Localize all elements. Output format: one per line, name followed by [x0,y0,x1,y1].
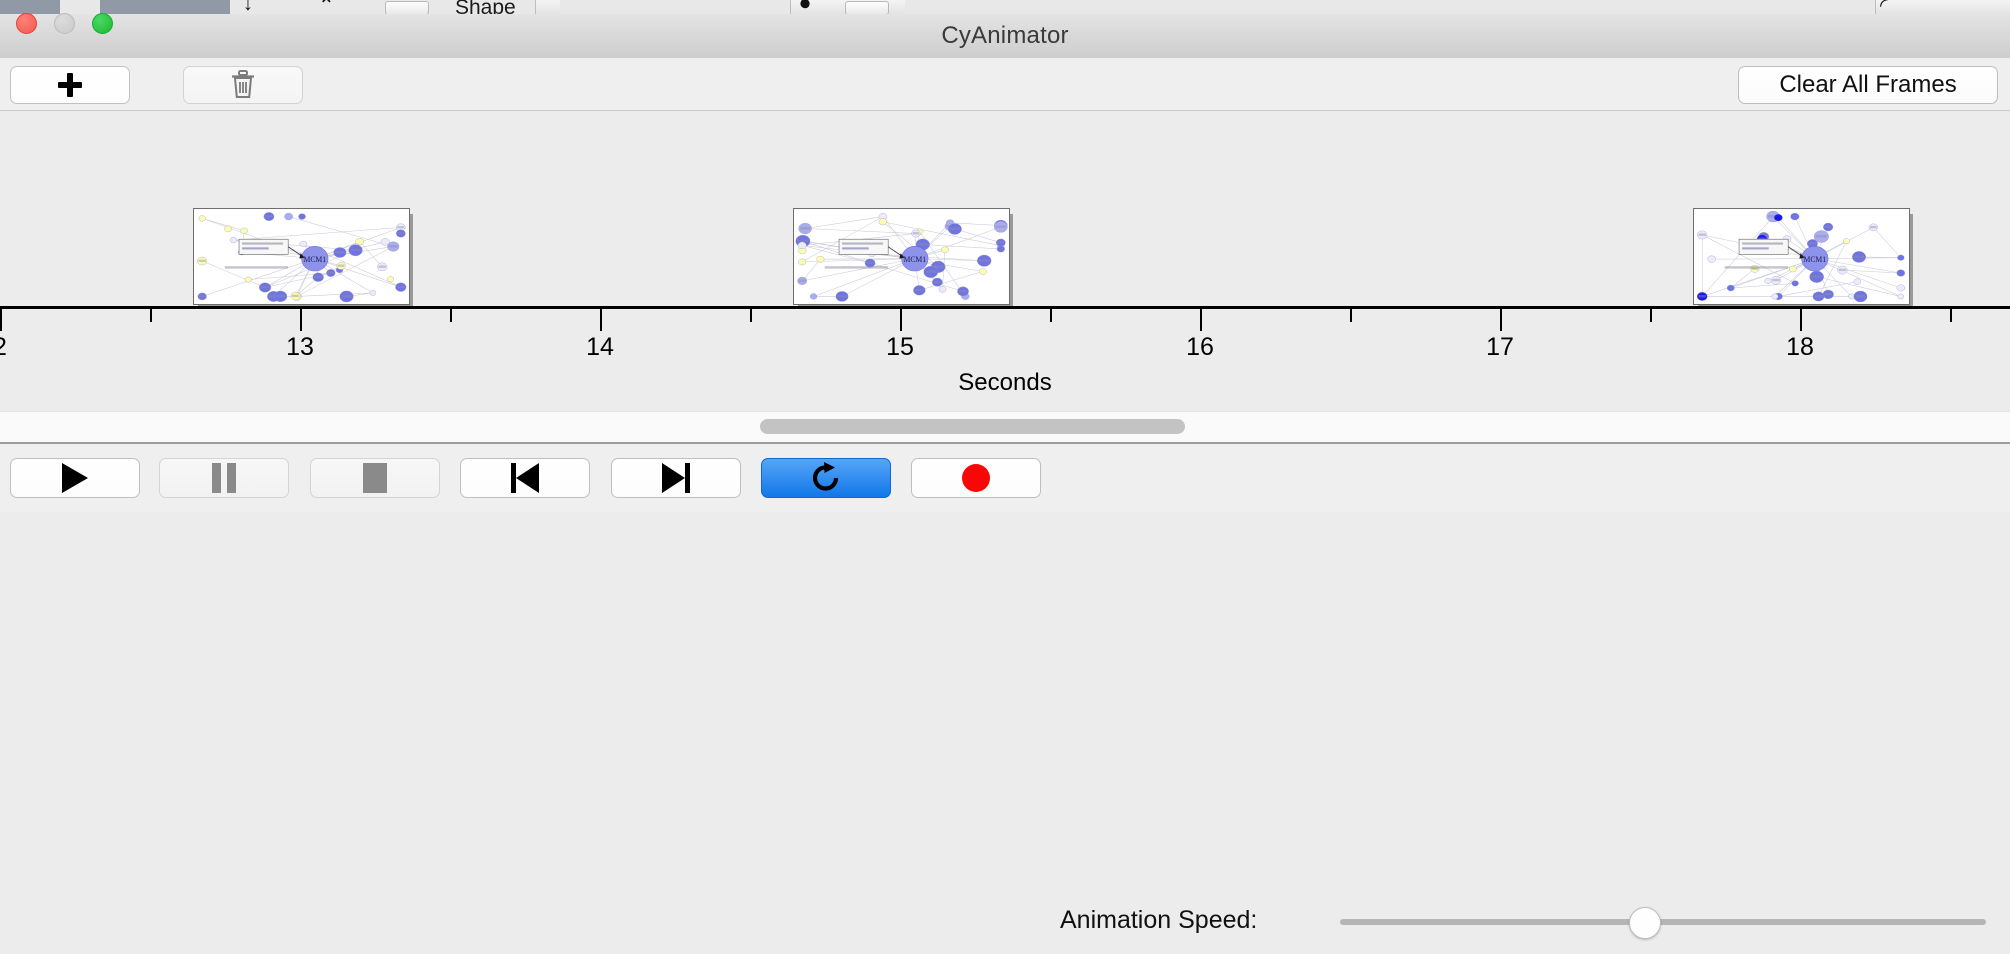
tick-label: 14 [586,333,614,362]
play-icon [62,463,88,493]
frame-thumbnail[interactable]: MCM1 [1693,208,1910,305]
tick-minor [1050,309,1052,322]
animation-speed-slider-thumb[interactable] [1629,907,1661,939]
svg-text:MCM1: MCM1 [903,255,926,264]
network-thumbnail-graph: MCM1 [794,209,1009,304]
toolbar: Clear All Frames [0,58,2010,111]
tick-major [1500,309,1502,331]
tick-label: 2 [0,333,7,362]
frame-thumbnail[interactable]: MCM1 [793,208,1010,305]
tick-major [1200,309,1202,331]
loop-button[interactable] [761,458,891,498]
trash-icon [230,70,256,100]
timeline-frame[interactable]: MCM1 [193,208,408,303]
tick-minor [1950,309,1952,322]
axis-title: Seconds [0,369,2010,397]
tick-label: 17 [1486,333,1514,362]
svg-text:MCM1: MCM1 [303,255,326,264]
tick-major [300,309,302,331]
record-icon [962,464,990,492]
playback-controls: Animation Speed: [0,442,2010,512]
stop-icon [363,463,387,493]
tick-major [1800,309,1802,331]
network-thumbnail-graph: MCM1 [1694,209,1909,304]
play-button[interactable] [10,458,140,498]
tick-minor [450,309,452,322]
tick-minor [150,309,152,322]
add-frame-button[interactable] [10,66,130,104]
timeline-frame[interactable]: MCM1 [793,208,1008,303]
tick-label: 15 [886,333,914,362]
tick-minor [1650,309,1652,322]
loop-icon [811,462,841,494]
clear-all-frames-button[interactable]: Clear All Frames [1738,66,1998,104]
pause-button[interactable] [159,458,289,498]
tick-minor [1350,309,1352,322]
svg-text:MCM1: MCM1 [1803,255,1826,264]
tick-major [0,309,2,331]
background-window-strip: ↓ ⌃ Shape ⏺ ◜ [0,0,2010,14]
pause-icon [211,463,237,493]
tick-label: 18 [1786,333,1814,362]
window-title: CyAnimator [0,14,2010,58]
frame-thumbnail[interactable]: MCM1 [193,208,410,305]
timeline-frame[interactable]: MCM1 [1693,208,1908,303]
delete-frame-button[interactable] [183,66,303,104]
animation-speed-slider[interactable] [1340,919,1986,925]
tick-label: 13 [286,333,314,362]
skip-to-end-button[interactable] [611,458,741,498]
animation-speed-label: Animation Speed: [1060,886,1257,954]
cyanimator-window: ↓ ⌃ Shape ⏺ ◜ CyAnimator [0,0,2010,510]
skip-forward-icon [662,463,690,493]
plus-icon [58,73,82,97]
tick-label: 16 [1186,333,1214,362]
timeline-scrollbar-thumb[interactable] [760,419,1185,434]
background-window-label: Shape [455,0,516,14]
timeline-scrollbar[interactable] [0,411,2010,443]
stop-button[interactable] [310,458,440,498]
timeline-panel[interactable]: MCM1 MCM1 MCM1 2 13 14 15 16 17 18 Seconds [0,111,2010,411]
network-thumbnail-graph: MCM1 [194,209,409,304]
skip-to-start-button[interactable] [460,458,590,498]
skip-back-icon [511,463,539,493]
tick-minor [750,309,752,322]
tick-major [600,309,602,331]
tick-major [900,309,902,331]
record-button[interactable] [911,458,1041,498]
